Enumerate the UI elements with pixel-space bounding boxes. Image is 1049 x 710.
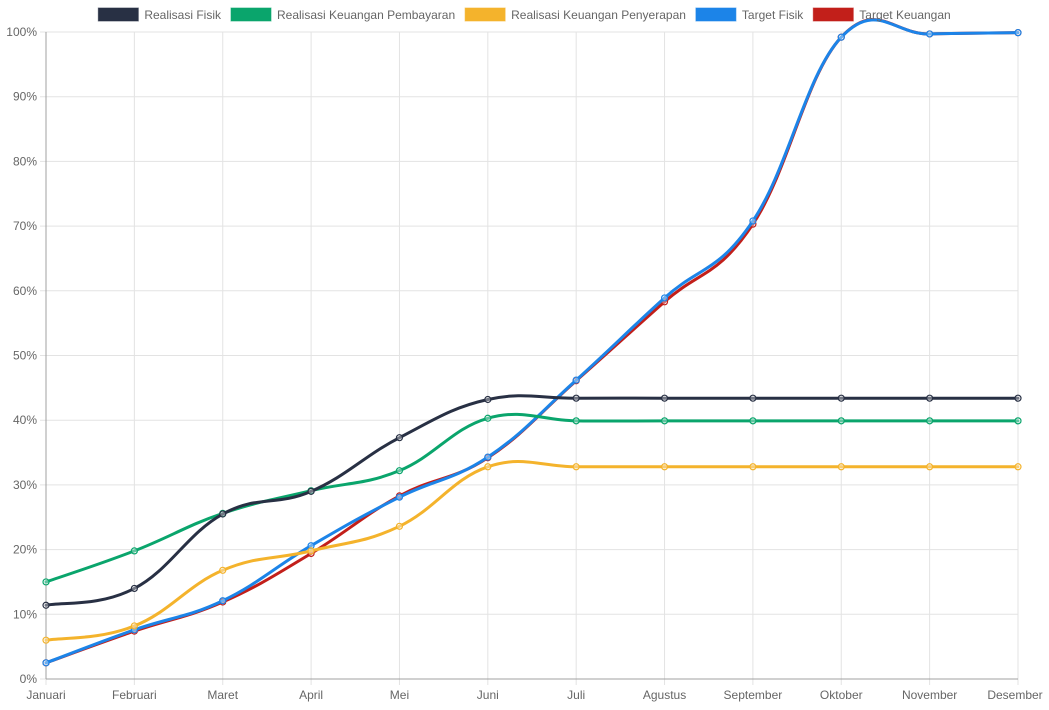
series-line xyxy=(44,394,1020,607)
data-point[interactable] xyxy=(660,294,669,302)
y-tick-label: 10% xyxy=(13,607,37,621)
data-point[interactable] xyxy=(484,463,492,471)
data-point[interactable] xyxy=(749,463,757,471)
data-point[interactable] xyxy=(926,394,934,402)
series-line xyxy=(44,18,1020,665)
data-point[interactable] xyxy=(926,30,934,38)
series-line xyxy=(44,18,1020,665)
legend-item[interactable]: Realisasi Fisik xyxy=(97,7,222,22)
legend-item[interactable]: Realisasi Keuangan Penyerapan xyxy=(464,7,686,22)
data-point[interactable] xyxy=(484,395,492,404)
legend-label: Realisasi Keuangan Pembayaran xyxy=(277,8,455,22)
x-tick-label: April xyxy=(299,688,323,702)
legend-swatch xyxy=(695,7,737,22)
data-point[interactable] xyxy=(926,463,934,471)
series-realisasi-keuangan-penyerapan xyxy=(42,460,1022,644)
data-point[interactable] xyxy=(395,493,404,501)
data-point[interactable] xyxy=(837,417,845,425)
data-point[interactable] xyxy=(1014,463,1022,471)
data-point[interactable] xyxy=(660,463,669,471)
series-target-keuangan xyxy=(42,18,1022,667)
legend-swatch xyxy=(97,7,139,22)
data-point[interactable] xyxy=(130,622,138,630)
data-point[interactable] xyxy=(926,417,934,425)
axes: 0% 10% 20% 30% 40% 50% 60% 70% 80% 90% 100% Januari… xyxy=(6,25,1042,702)
legend-label: Realisasi Keuangan Penyerapan xyxy=(511,8,686,22)
data-point[interactable] xyxy=(307,487,315,495)
data-point[interactable] xyxy=(837,33,845,41)
data-point[interactable] xyxy=(395,434,404,442)
x-tick-label: Oktober xyxy=(820,688,863,702)
x-tick-label: Juni xyxy=(477,688,499,702)
y-tick-label: 60% xyxy=(13,284,37,298)
series-realisasi-fisik xyxy=(42,394,1022,609)
data-point[interactable] xyxy=(572,376,580,384)
y-tick-label: 80% xyxy=(13,154,37,168)
data-point[interactable] xyxy=(1014,417,1022,425)
data-point[interactable] xyxy=(219,597,227,605)
series-line xyxy=(44,412,1020,584)
data-point[interactable] xyxy=(572,394,580,402)
data-point[interactable] xyxy=(219,566,227,574)
data-point[interactable] xyxy=(395,522,404,530)
data-point[interactable] xyxy=(130,547,138,555)
y-tick-label: 100% xyxy=(6,25,37,39)
data-point[interactable] xyxy=(572,463,580,471)
data-point[interactable] xyxy=(1014,29,1022,37)
y-tick-label: 40% xyxy=(13,413,37,427)
data-point[interactable] xyxy=(572,417,580,425)
legend-label: Realisasi Fisik xyxy=(144,8,222,22)
legend-swatch xyxy=(812,7,854,22)
data-point[interactable] xyxy=(837,463,845,471)
y-tick-label: 30% xyxy=(13,478,37,492)
series-lines xyxy=(42,18,1022,667)
data-point[interactable] xyxy=(484,453,492,461)
y-tick-label: 90% xyxy=(13,90,37,104)
x-tick-label: Juli xyxy=(567,688,585,702)
legend-label: Target Fisik xyxy=(742,8,804,22)
x-tick-label: Mei xyxy=(390,688,409,702)
x-tick-label: Maret xyxy=(207,688,238,702)
x-tick-label: Februari xyxy=(112,688,157,702)
data-point[interactable] xyxy=(484,414,492,422)
legend-item[interactable]: Realisasi Keuangan Pembayaran xyxy=(230,7,455,22)
y-tick-label: 50% xyxy=(13,349,37,363)
data-point[interactable] xyxy=(660,394,669,402)
data-point[interactable] xyxy=(749,394,757,402)
data-point[interactable] xyxy=(307,547,315,555)
legend-swatch xyxy=(464,7,506,22)
legend: Realisasi Fisik Realisasi Keuangan Pembay… xyxy=(97,7,951,22)
data-point[interactable] xyxy=(42,636,50,644)
y-tick-label: 0% xyxy=(20,672,38,686)
x-tick-label: Desember xyxy=(987,688,1042,702)
data-point[interactable] xyxy=(130,584,138,593)
legend-item[interactable]: Target Fisik xyxy=(695,7,804,22)
data-point[interactable] xyxy=(1014,394,1022,402)
series-target-fisik xyxy=(42,18,1022,667)
data-point[interactable] xyxy=(395,467,404,475)
grid xyxy=(40,31,1019,685)
data-point[interactable] xyxy=(749,217,757,225)
y-tick-label: 70% xyxy=(13,219,37,233)
y-tick-label: 20% xyxy=(13,543,37,557)
x-tick-label: September xyxy=(724,688,783,702)
data-point[interactable] xyxy=(42,659,50,667)
data-point[interactable] xyxy=(307,542,315,550)
data-point[interactable] xyxy=(42,601,50,609)
series-line xyxy=(44,460,1020,642)
x-tick-label: Januari xyxy=(26,688,65,702)
data-point[interactable] xyxy=(219,510,227,518)
legend-label: Target Keuangan xyxy=(859,8,950,22)
x-tick-label: November xyxy=(902,688,957,702)
data-point[interactable] xyxy=(42,578,50,586)
data-point[interactable] xyxy=(660,417,669,425)
legend-item[interactable]: Target Keuangan xyxy=(812,7,951,22)
data-point[interactable] xyxy=(837,394,845,402)
data-point[interactable] xyxy=(749,417,757,425)
x-tick-label: Agustus xyxy=(643,688,686,702)
series-realisasi-keuangan-pembayaran xyxy=(42,412,1022,586)
legend-swatch xyxy=(230,7,272,22)
